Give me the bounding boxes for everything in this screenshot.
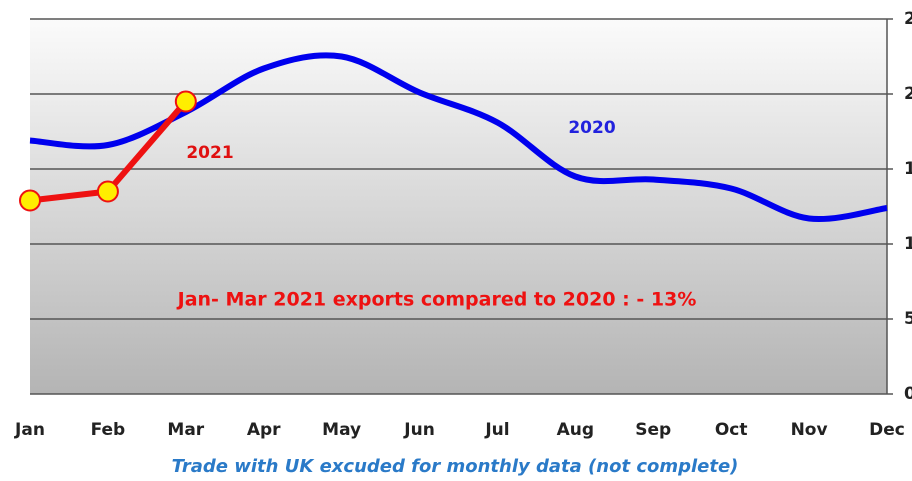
x-tick-label: Jul [484, 420, 509, 440]
y-tick-label: 25 [904, 9, 912, 29]
x-tick-label: Nov [791, 420, 828, 440]
series-line [29, 52, 888, 223]
x-tick-label: Jan [14, 420, 45, 440]
series-label: 2021 [186, 143, 233, 163]
annotation: Jan- Mar 2021 exports compared to 2020 :… [176, 289, 697, 311]
x-tick-label: Feb [91, 420, 126, 440]
x-tick-label: Dec [869, 420, 905, 440]
marker [174, 90, 197, 113]
y-tick-label: 20 [904, 84, 912, 104]
x-tick-label: May [322, 420, 361, 440]
marker [96, 180, 119, 203]
y-tick-label: 15 [904, 159, 912, 179]
y-tick-label: 10 [904, 234, 912, 254]
y-tick-label: 5 [904, 309, 912, 329]
series-label: 2020 [568, 118, 615, 138]
y-tick-label: 0 [904, 384, 912, 404]
x-tick-label: Apr [247, 420, 281, 440]
x-tick-label: Aug [557, 420, 594, 440]
x-tick-label: Sep [635, 420, 671, 440]
marker [19, 189, 41, 212]
plot-area [30, 19, 887, 394]
x-tick-label: Mar [167, 420, 204, 440]
x-tick-label: Oct [715, 420, 748, 440]
x-tick-label: Jun [403, 420, 435, 440]
note: Trade with UK excuded for monthly data (… [172, 456, 739, 477]
